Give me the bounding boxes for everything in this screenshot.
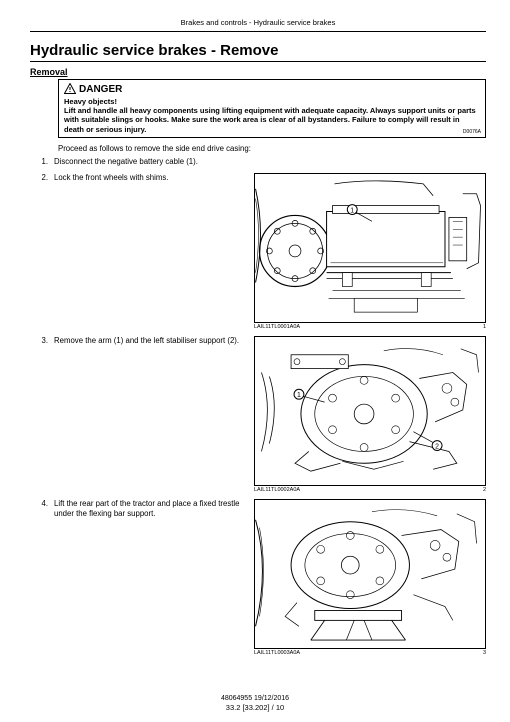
step-text: Lock the front wheels with shims. [54,173,246,183]
intro-text: Proceed as follows to remove the side en… [58,144,486,153]
rule-top [30,31,486,32]
danger-icon [64,83,76,96]
step-text: Lift the rear part of the tractor and pl… [54,499,246,518]
section-subtitle: Removal [30,67,486,77]
danger-box: DANGER Heavy objects! Lift and handle al… [58,79,486,138]
figure-ref: LAIL11TL0003A0A [254,650,300,656]
figure-ref: LAIL11TL0002A0A [254,487,300,493]
step-number: 2. [30,173,54,182]
step-list: 1. Disconnect the negative battery cable… [30,157,486,656]
rule-title [30,61,486,62]
step-item: 2. Lock the front wheels with shims. [30,173,486,330]
svg-text:1: 1 [297,392,301,399]
figure-idx: 2 [483,487,486,493]
danger-label: DANGER [79,84,122,95]
figure-ref: LAIL11TL0001A0A [254,324,300,330]
step-number: 1. [30,157,54,166]
figure-idx: 3 [483,650,486,656]
step-item: 3. Remove the arm (1) and the left stabi… [30,336,486,493]
svg-text:1: 1 [350,207,354,214]
figure-2: 1 2 [254,336,486,486]
footer-line2: 33.2 [33.202] / 10 [0,703,510,712]
danger-code: D0076A [463,129,481,135]
danger-body: Lift and handle all heavy components usi… [64,106,480,134]
svg-text:2: 2 [435,443,439,450]
page-header: Brakes and controls - Hydraulic service … [30,18,486,31]
step-number: 4. [30,499,54,508]
step-item: 4. Lift the rear part of the tractor and… [30,499,486,656]
page-footer: 48064955 19/12/2016 33.2 [33.202] / 10 [0,695,510,712]
figure-3 [254,499,486,649]
step-number: 3. [30,336,54,345]
footer-line1: 48064955 19/12/2016 [0,695,510,703]
step-text: Remove the arm (1) and the left stabilis… [54,336,246,346]
figure-1: 1 [254,173,486,323]
step-text: Disconnect the negative battery cable (1… [54,157,246,167]
page-title: Hydraulic service brakes - Remove [30,42,486,59]
danger-sub: Heavy objects! [64,97,480,106]
step-item: 1. Disconnect the negative battery cable… [30,157,486,167]
figure-idx: 1 [483,324,486,330]
